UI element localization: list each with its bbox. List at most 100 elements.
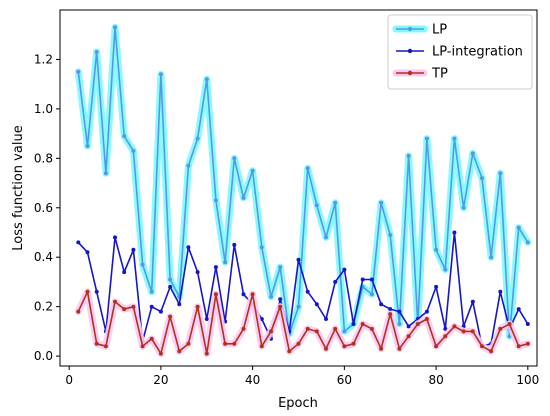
data-point: [186, 341, 191, 346]
data-point: [278, 297, 283, 302]
data-point: [131, 148, 136, 153]
data-point: [379, 346, 384, 351]
y-tick-label-3: 0.6: [34, 201, 53, 215]
data-point: [122, 270, 127, 275]
legend-label-1: LP-integration: [432, 45, 523, 60]
data-point: [360, 322, 365, 326]
y-tick-label-5: 1.0: [34, 102, 53, 116]
data-point: [498, 171, 503, 176]
data-point: [369, 326, 374, 331]
data-point: [76, 69, 81, 74]
data-point: [76, 309, 81, 314]
data-point: [452, 324, 457, 329]
data-point: [168, 314, 173, 319]
series-layer: [74, 23, 532, 358]
data-point: [369, 277, 374, 282]
legend-marker-0: [407, 26, 413, 32]
series-line-0: [77, 26, 529, 338]
data-point: [379, 200, 384, 205]
y-axis-label: Loss function value: [11, 125, 26, 250]
x-tick-label-4: 80: [428, 373, 443, 387]
data-point: [186, 245, 191, 250]
data-point: [131, 304, 136, 309]
data-point: [305, 326, 310, 331]
data-point: [241, 292, 246, 297]
axes: 0 20 40 60 80 100 0.0 0.2 0.4 0.6 0.8 1.0 1.2: [34, 52, 539, 387]
x-tick-label-3: 60: [337, 373, 352, 387]
data-point: [85, 144, 90, 148]
data-point: [424, 309, 429, 314]
data-point: [122, 307, 127, 312]
data-point: [324, 235, 328, 240]
data-point: [498, 289, 503, 294]
data-point: [379, 302, 384, 307]
data-point: [360, 277, 365, 282]
data-point: [122, 134, 127, 139]
data-point: [406, 334, 411, 339]
series-line-2: [77, 290, 529, 355]
x-axis-label: Epoch: [278, 396, 318, 411]
y-tick-label-6: 1.2: [34, 52, 53, 66]
data-point: [434, 247, 439, 252]
data-point: [342, 329, 347, 334]
data-point: [314, 203, 319, 208]
data-point: [158, 309, 163, 314]
data-point: [461, 329, 466, 334]
data-point: [333, 200, 338, 205]
data-point: [324, 317, 328, 321]
data-point: [287, 349, 292, 354]
data-point: [149, 336, 154, 341]
data-point: [168, 277, 173, 282]
data-point: [333, 326, 338, 331]
data-point: [480, 176, 484, 181]
data-point: [85, 289, 90, 294]
data-point: [388, 233, 393, 237]
data-point: [158, 72, 163, 77]
data-point: [314, 302, 319, 307]
data-point: [443, 334, 448, 339]
legend-label-2: TP: [431, 67, 448, 82]
data-point: [113, 235, 117, 240]
data-point: [516, 344, 521, 349]
data-point: [204, 317, 209, 321]
data-point: [223, 341, 228, 346]
data-point: [232, 242, 237, 247]
data-point: [397, 322, 402, 326]
data-point: [103, 344, 108, 349]
data-point: [305, 166, 310, 171]
data-point: [314, 329, 319, 334]
data-point: [351, 341, 356, 346]
data-point: [204, 77, 209, 82]
series-tp: [74, 288, 532, 358]
data-point: [113, 25, 117, 30]
data-point: [470, 151, 475, 156]
data-point: [507, 322, 512, 326]
data-point: [241, 326, 246, 331]
data-point: [406, 153, 411, 158]
data-point: [241, 195, 246, 200]
data-point: [333, 279, 338, 284]
data-point: [296, 257, 301, 262]
data-point: [213, 265, 218, 270]
data-point: [140, 262, 145, 267]
data-point: [434, 284, 439, 289]
data-point: [85, 250, 90, 255]
data-point: [424, 317, 429, 321]
data-point: [296, 304, 301, 309]
data-point: [195, 136, 200, 141]
data-point: [213, 198, 218, 203]
data-point: [177, 349, 182, 354]
data-point: [149, 289, 154, 294]
data-point: [76, 240, 81, 245]
plot-frame: [59, 9, 538, 367]
y-tick-label-2: 0.4: [34, 250, 53, 264]
data-point: [397, 346, 402, 351]
data-point: [342, 344, 347, 349]
x-tick-label-0: 0: [65, 373, 73, 387]
data-point: [452, 136, 457, 141]
data-point: [168, 284, 173, 289]
data-point: [516, 225, 521, 230]
data-point: [259, 245, 264, 250]
data-point: [259, 344, 264, 349]
